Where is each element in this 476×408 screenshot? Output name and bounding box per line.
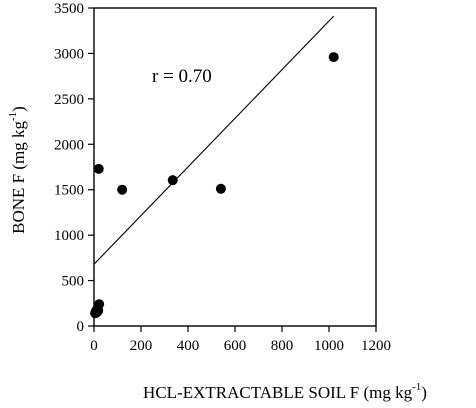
correlation-annotation: r = 0.70 <box>152 66 212 87</box>
y-tick-label: 2500 <box>54 92 84 108</box>
regression-line <box>93 15 335 265</box>
x-tick-label: 1000 <box>314 338 344 354</box>
y-tick-label: 0 <box>77 319 85 335</box>
regression-line-group <box>93 15 335 265</box>
data-point <box>328 52 339 63</box>
x-tick-label: 800 <box>271 338 294 354</box>
x-axis: 0 200 400 600 800 1000 1200 <box>90 326 391 354</box>
x-axis-title: HCL-EXTRACTABLE SOIL F (mg kg-1) <box>143 381 427 402</box>
x-tick-label: 600 <box>224 338 247 354</box>
data-point <box>93 163 104 174</box>
y-tick-label: 2000 <box>54 137 84 153</box>
data-point <box>94 299 105 310</box>
data-points <box>90 52 339 319</box>
y-tick-label: 3500 <box>54 1 84 17</box>
x-tick-label: 200 <box>130 338 153 354</box>
y-tick-label: 1000 <box>54 228 84 244</box>
y-tick-label: 3000 <box>54 46 84 62</box>
y-tick-label: 1500 <box>54 183 84 199</box>
data-point <box>215 183 226 194</box>
x-tick-label: 400 <box>177 338 200 354</box>
data-point <box>167 175 178 186</box>
x-tick-label: 1200 <box>361 338 391 354</box>
data-point <box>117 184 128 195</box>
x-tick-label: 0 <box>90 338 98 354</box>
y-axis: 0 500 1000 1500 2000 2500 3000 3500 <box>54 1 94 335</box>
y-axis-title: BONE F (mg kg-1) <box>7 106 28 234</box>
y-tick-label: 500 <box>62 274 85 290</box>
